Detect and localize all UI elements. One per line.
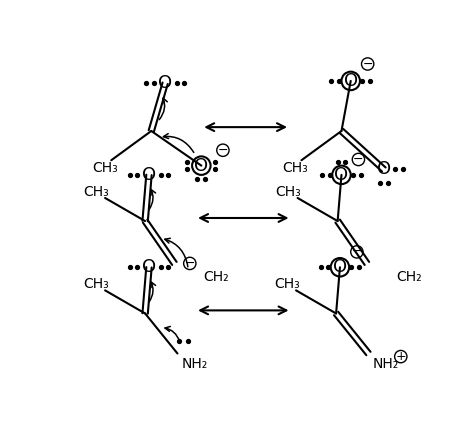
Text: NH₂: NH₂ — [181, 357, 208, 371]
Text: −: − — [218, 144, 228, 157]
Text: O: O — [194, 156, 209, 175]
Text: O: O — [377, 160, 391, 178]
Text: O: O — [344, 72, 358, 90]
Text: NH₂: NH₂ — [372, 357, 399, 371]
Text: CH₂: CH₂ — [396, 270, 422, 284]
Text: O: O — [335, 166, 348, 184]
Text: −: − — [363, 58, 373, 70]
Text: O: O — [333, 258, 347, 276]
Text: −: − — [184, 257, 195, 270]
Text: CH₃: CH₃ — [283, 161, 308, 175]
Text: O: O — [142, 258, 156, 276]
Text: +: + — [395, 350, 406, 363]
Text: −: − — [352, 245, 362, 258]
Text: CH₂: CH₂ — [204, 270, 229, 284]
Text: CH₃: CH₃ — [83, 185, 109, 199]
Text: CH₃: CH₃ — [274, 277, 300, 291]
Text: CH₃: CH₃ — [275, 185, 301, 199]
Text: O: O — [158, 74, 172, 92]
Text: O: O — [142, 166, 156, 184]
Text: CH₃: CH₃ — [83, 277, 109, 291]
Text: CH₃: CH₃ — [92, 161, 118, 175]
Text: −: − — [353, 153, 364, 166]
